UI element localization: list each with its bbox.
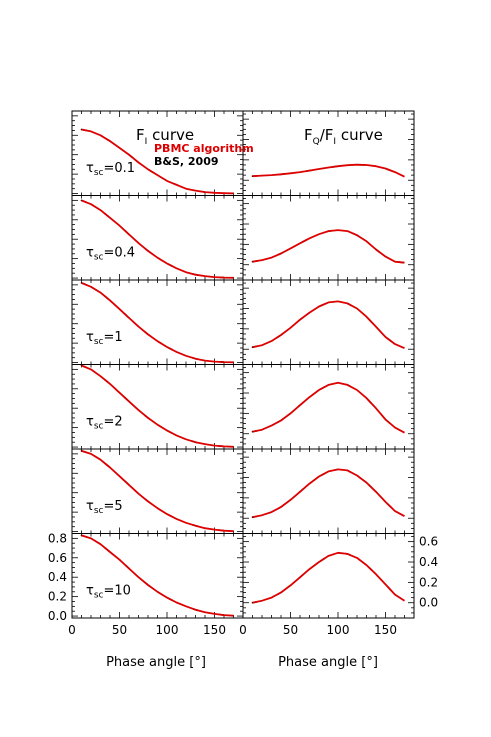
title-fqfi-curve: FQ/FI curve (304, 126, 383, 147)
tau-value: =0.1 (103, 161, 135, 176)
panel-frame (242, 279, 415, 365)
x-tick-label: 100 (156, 623, 179, 637)
bs-2009-line-row2-fi (80, 199, 235, 279)
panel-frame (242, 533, 415, 619)
y-tick-label: 0.8 (48, 531, 67, 545)
y-tick-label: 0.0 (48, 609, 67, 623)
pbmc-line-row3-fqfi (252, 300, 405, 350)
y-tick-label: 0.6 (419, 535, 438, 549)
pbmc-line-row5-fqfi (252, 468, 405, 519)
title-part: curve (336, 126, 383, 144)
title-part: F (304, 126, 313, 144)
tau-label-row2: τsc=0.4 (86, 245, 135, 262)
y-tick-label: 0.4 (419, 555, 438, 569)
pbmc-line-row6-fqfi (252, 551, 405, 604)
pbmc-line-row4-fi (81, 364, 234, 448)
pbmc-line-row1-fqfi (252, 163, 405, 178)
pbmc-line-row5-fi (81, 450, 234, 533)
title-fi-curve: FI curve (136, 126, 194, 147)
tau-subscript: sc (94, 337, 104, 347)
tau-subscript: sc (94, 252, 104, 262)
x-tick-label: 50 (283, 623, 298, 637)
tau-value: =1 (103, 330, 122, 345)
panel-frame (71, 364, 244, 450)
panel-frame (242, 364, 415, 450)
panel-grid (71, 110, 415, 619)
tau-label-row5: τsc=5 (86, 499, 123, 516)
tau-symbol: τ (86, 330, 94, 345)
bs-2009-line-row2-fqfi (251, 229, 406, 264)
tau-label-row4: τsc=2 (86, 414, 123, 431)
tau-symbol: τ (86, 414, 94, 429)
legend-entry-1: PBMC algorithm (154, 142, 254, 155)
tau-value: =0.4 (103, 245, 135, 260)
title-subscript: I (145, 137, 148, 147)
bs-2009-line-row4-fqfi (251, 381, 406, 434)
tau-label-row1: τsc=0.1 (86, 161, 135, 178)
y-tick-label: 0.2 (419, 575, 438, 589)
tau-label-row6: τsc=10 (86, 583, 131, 600)
tau-symbol: τ (86, 583, 94, 598)
tau-subscript: sc (94, 506, 104, 516)
tau-symbol: τ (86, 499, 94, 514)
pbmc-line-row3-fi (81, 282, 234, 364)
tau-subscript: sc (94, 421, 104, 431)
x-tick-label: 150 (203, 623, 226, 637)
x-tick-label: 150 (374, 623, 397, 637)
y-tick-label: 0.6 (48, 551, 67, 565)
panel-frame (242, 448, 415, 534)
pbmc-line-row2-fi (81, 199, 234, 279)
y-tick-label: 0.2 (48, 590, 67, 604)
panel-frame (242, 110, 415, 196)
x-tick-label: 0 (68, 623, 76, 637)
x-axis-label-right: Phase angle [°] (278, 655, 378, 670)
pbmc-line-row1-fi (81, 128, 234, 195)
tau-subscript: sc (94, 590, 104, 600)
chart-marks (80, 128, 406, 617)
y-tick-label: 0.4 (48, 570, 67, 584)
title-subscript: Q (313, 137, 320, 147)
title-part: F (136, 126, 145, 144)
panel-frame (242, 195, 415, 281)
bs-2009-line-row3-fqfi (251, 300, 406, 350)
tau-value: =5 (103, 499, 122, 514)
x-tick-label: 100 (327, 623, 350, 637)
tau-subscript: sc (94, 168, 104, 178)
pbmc-line-row2-fqfi (252, 229, 405, 264)
pbmc-line-row6-fi (81, 534, 234, 617)
x-tick-label: 0 (239, 623, 247, 637)
bs-2009-line-row4-fi (80, 364, 235, 448)
tau-symbol: τ (86, 245, 94, 260)
panel-frame (71, 448, 244, 534)
x-tick-label: 50 (112, 623, 127, 637)
x-axis-label-left: Phase angle [°] (106, 655, 206, 670)
panel-frame (71, 533, 244, 619)
title-part: curve (147, 126, 194, 144)
tau-value: =10 (103, 583, 130, 598)
y-tick-label: 0.0 (419, 596, 438, 610)
title-part: /F (320, 126, 334, 144)
pbmc-line-row4-fqfi (252, 381, 405, 434)
panel-frame (71, 279, 244, 365)
tau-symbol: τ (86, 161, 94, 176)
title-subscript: I (333, 137, 336, 147)
legend-entry-2: B&S, 2009 (154, 155, 219, 168)
tau-value: =2 (103, 414, 122, 429)
tau-label-row3: τsc=1 (86, 330, 123, 347)
